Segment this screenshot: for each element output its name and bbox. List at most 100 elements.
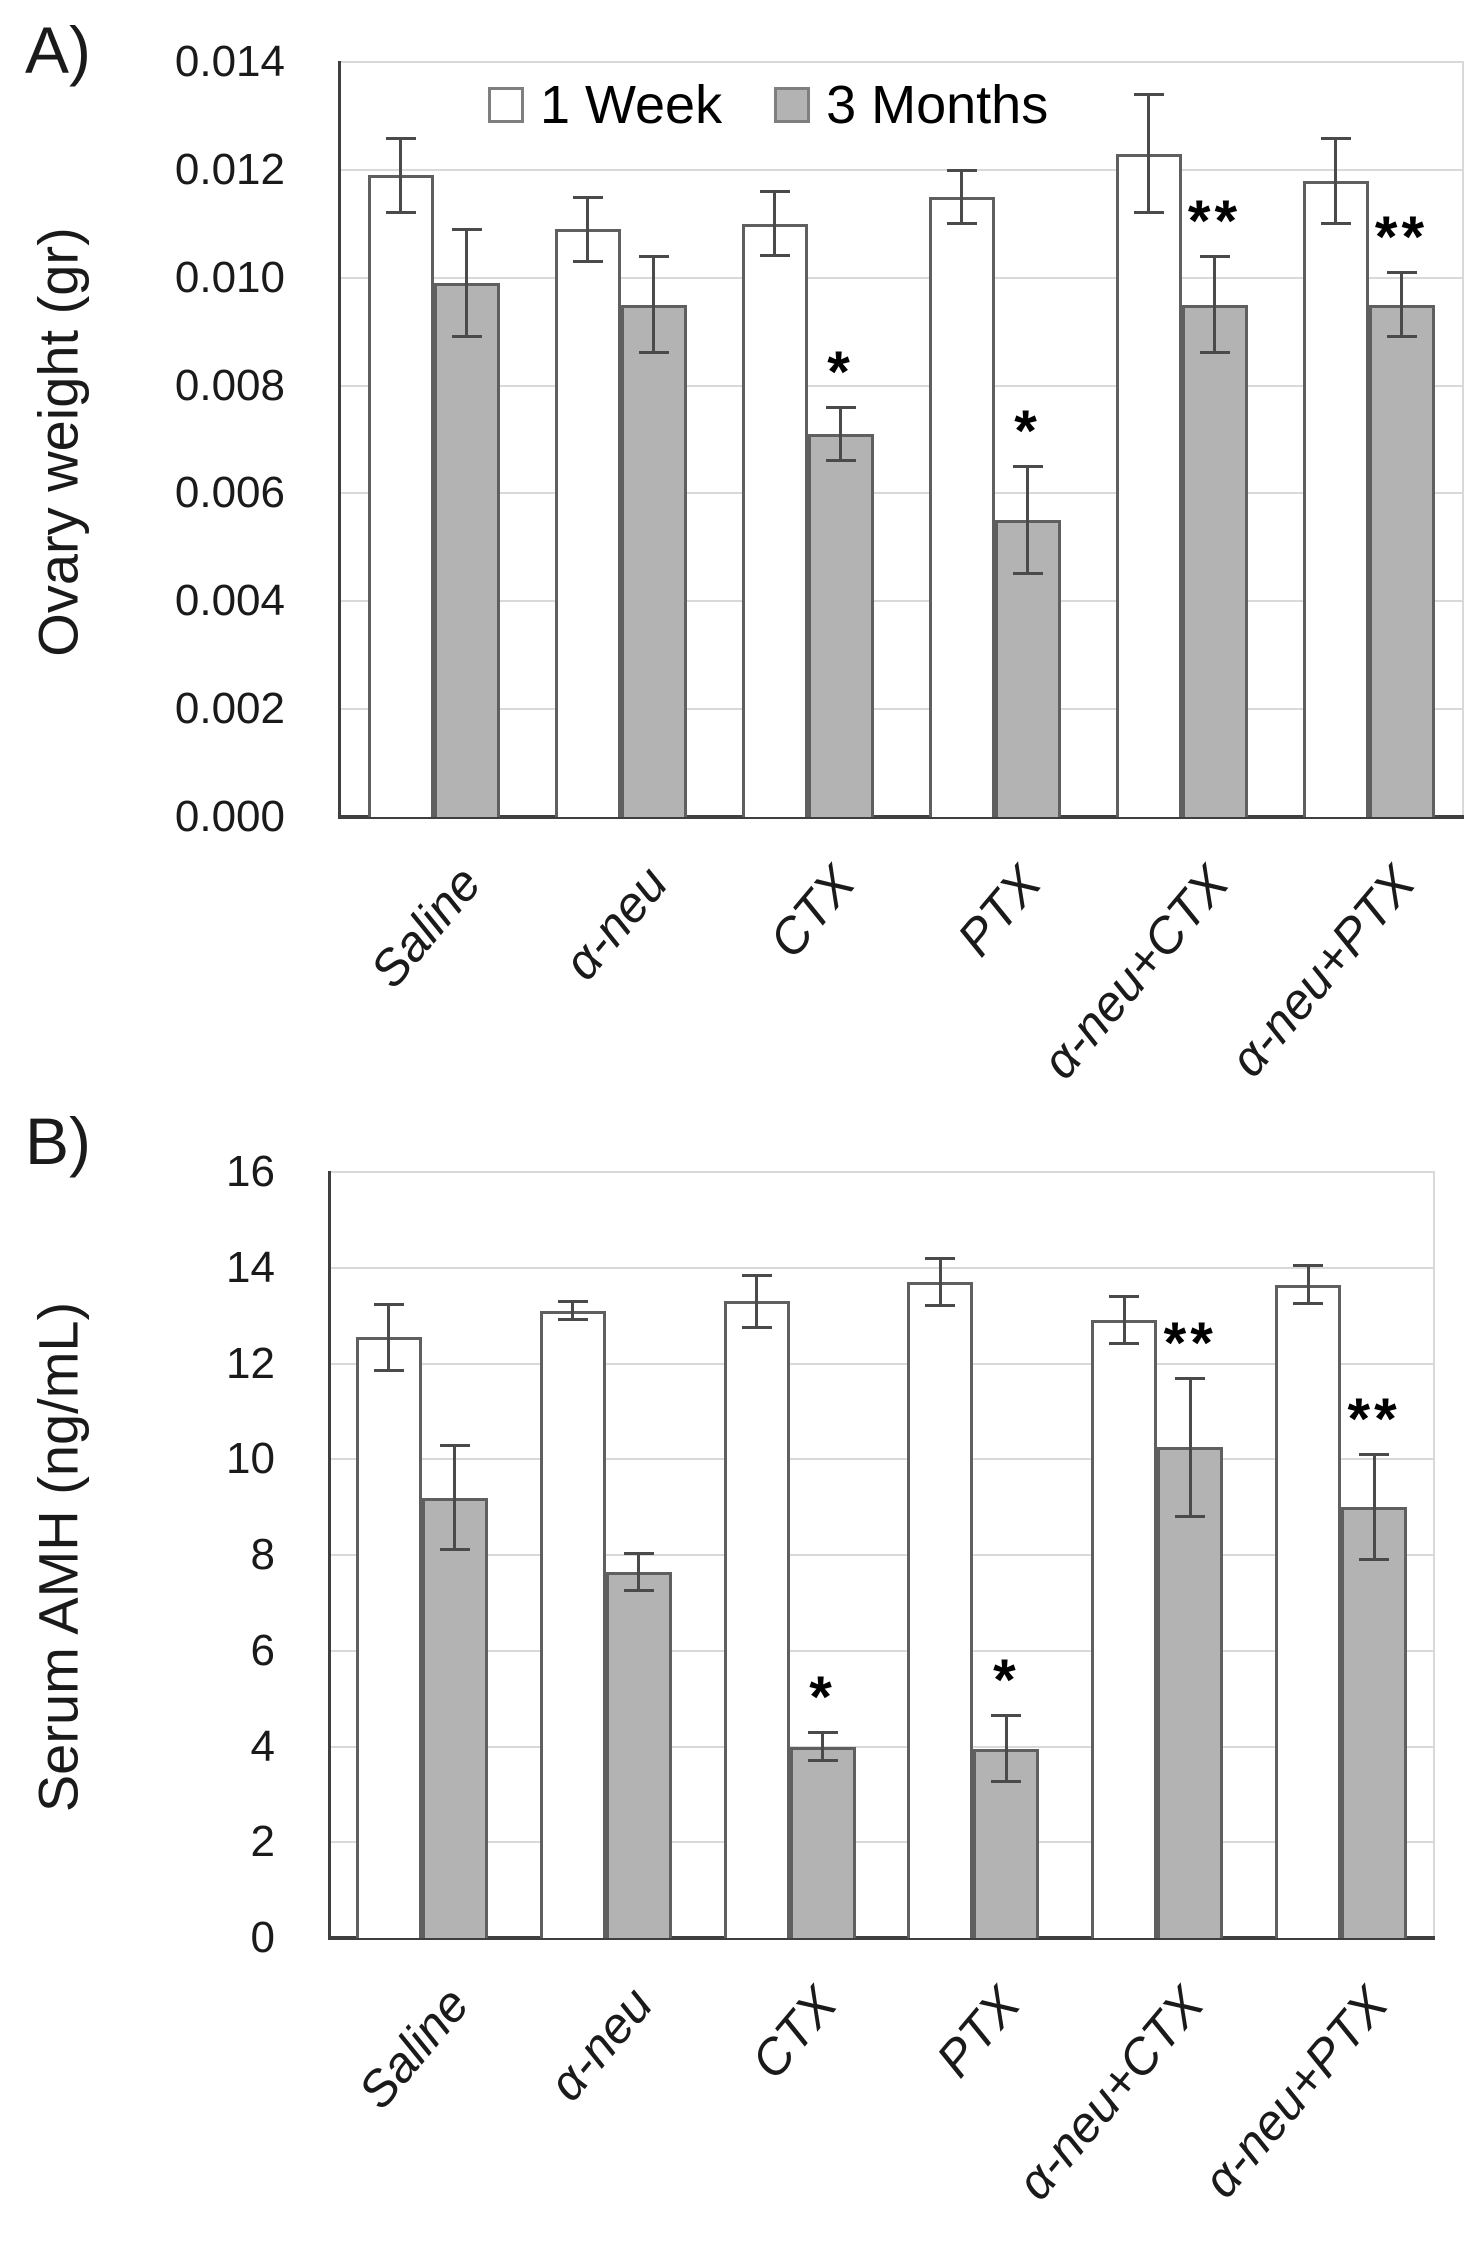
error-bar [465,229,468,338]
error-bar-cap-bottom [451,335,482,339]
bar-3-months-Saline [421,1497,488,1938]
y-tick-label: 0.006 [174,468,285,518]
bar-1-week-α-neu [539,1310,606,1938]
error-bar-cap-top [1359,1453,1390,1457]
x-tick-label: α-neu+PTX [1191,1976,1399,2209]
error-bar-cap-bottom [623,1588,654,1592]
y-tick-label: 4 [250,1721,275,1771]
significance-marker: ** [1187,189,1242,255]
bar-3-months-α-neu [620,304,687,817]
legend-item-3-months: 3 Months [774,74,1048,136]
bar-3-months-α-neu+CTX [1181,304,1248,817]
bar-1-week-α-neu+PTX [1302,180,1369,817]
gridline [330,1266,1433,1269]
x-tick-label: CTX [740,1976,848,2090]
y-tick-label: 10 [226,1434,275,1484]
bar-1-week-CTX [741,223,808,817]
error-bar-cap-top [759,190,790,194]
plot-right-border [1462,61,1464,818]
panel-a-letter: A) [25,13,91,87]
panel-b-letter: B) [25,1104,91,1178]
error-bar-cap-bottom [1133,211,1164,214]
error-bar-cap-bottom [572,259,603,263]
y-tick-label: 12 [226,1338,275,1388]
significance-marker: * [827,340,854,406]
bar-3-months-α-neu+PTX [1368,304,1435,817]
bar-3-months-CTX [789,1746,856,1938]
gridline [330,1458,1433,1461]
x-axis-line [338,815,1464,819]
error-bar [839,407,842,462]
error-bar [1372,1454,1376,1560]
gridline [330,1649,1433,1652]
gridline [340,600,1462,603]
bar-1-week-PTX [928,196,995,817]
x-tick-label: PTX [925,1976,1032,2088]
y-tick-label: 0 [250,1913,275,1962]
error-bar [755,1274,759,1328]
error-bar-cap-bottom [638,351,669,355]
bar-3-months-α-neu+CTX [1157,1447,1224,1938]
error-bar-cap-bottom [1175,1514,1206,1518]
error-bar [1334,137,1337,224]
error-bar-cap-top [1320,136,1351,140]
bar-1-week-Saline [367,175,434,817]
y-tick-label: 0.012 [174,144,285,194]
error-bar-cap-top [557,1300,588,1304]
significance-marker: ** [1347,1387,1401,1453]
significance-marker: * [993,1648,1020,1714]
x-tick-label: PTX [946,855,1053,967]
error-bar-cap-bottom [1199,351,1230,355]
gridline [340,168,1462,171]
error-bar [1026,466,1029,575]
bar-3-months-PTX [994,520,1061,817]
error-bar-cap-bottom [991,1780,1022,1784]
error-bar [652,256,655,354]
gridline [330,1745,1433,1748]
y-tick-label: 6 [250,1625,275,1675]
error-bar [821,1732,825,1761]
error-bar [453,1444,457,1551]
bar-1-week-α-neu+CTX [1115,153,1182,817]
error-bar [773,191,776,257]
y-axis-line [328,1171,331,1939]
bar-1-week-CTX [723,1301,790,1938]
error-bar-cap-top [1293,1264,1324,1268]
error-bar [1400,272,1403,338]
error-bar-cap-top [373,1302,404,1306]
significance-marker: * [809,1665,836,1731]
x-axis-line [328,1936,1435,1940]
gridline [330,1171,1433,1173]
error-bar-cap-bottom [439,1548,470,1552]
error-bar-cap-top [991,1714,1022,1718]
bar-1-week-α-neu+PTX [1275,1284,1342,1938]
error-bar-cap-bottom [1320,221,1351,225]
error-bar [637,1552,641,1591]
legend-swatch-1-week-icon [488,87,524,123]
x-tick-label: Saline [347,1976,480,2120]
error-bar-cap-top [1386,271,1417,275]
error-bar-cap-bottom [557,1318,588,1322]
error-bar-cap-bottom [1293,1301,1324,1305]
bar-1-week-Saline [355,1337,422,1938]
gridline [340,492,1462,495]
significance-marker: ** [1163,1310,1217,1376]
plot-right-border [1433,1171,1435,1939]
error-bar [1213,256,1216,354]
gridline [330,1362,1433,1365]
error-bar-cap-top [946,168,977,172]
bar-1-week-α-neu+CTX [1091,1320,1158,1938]
error-bar-cap-top [439,1443,470,1447]
error-bar-cap-top [1109,1295,1140,1299]
legend-label-3-months: 3 Months [826,75,1049,135]
legend-swatch-3-months-icon [774,87,811,123]
y-tick-label: 0.008 [174,360,285,410]
error-bar-cap-top [741,1273,772,1277]
legend-item-1-week: 1 Week [488,74,722,136]
gridline [340,384,1462,387]
error-bar [1004,1715,1008,1783]
error-bar [938,1258,942,1307]
error-bar [1188,1377,1192,1517]
